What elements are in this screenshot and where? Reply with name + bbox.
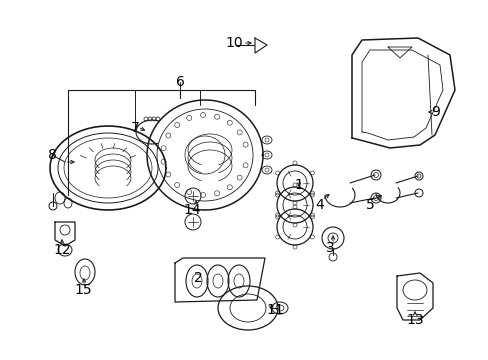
Text: 1: 1 xyxy=(294,178,303,192)
Text: 3: 3 xyxy=(325,241,334,255)
Text: 13: 13 xyxy=(406,313,423,327)
Text: 12: 12 xyxy=(53,243,71,257)
Text: 6: 6 xyxy=(175,75,184,89)
Text: 8: 8 xyxy=(47,148,56,162)
Text: 10: 10 xyxy=(225,36,243,50)
Text: 15: 15 xyxy=(74,283,92,297)
Text: 7: 7 xyxy=(130,121,139,135)
Text: 9: 9 xyxy=(431,105,440,119)
Text: 4: 4 xyxy=(315,198,324,212)
Polygon shape xyxy=(254,38,266,53)
Text: 11: 11 xyxy=(265,303,284,317)
Text: 5: 5 xyxy=(365,198,374,212)
Text: 2: 2 xyxy=(193,271,202,285)
Text: 14: 14 xyxy=(183,203,201,217)
